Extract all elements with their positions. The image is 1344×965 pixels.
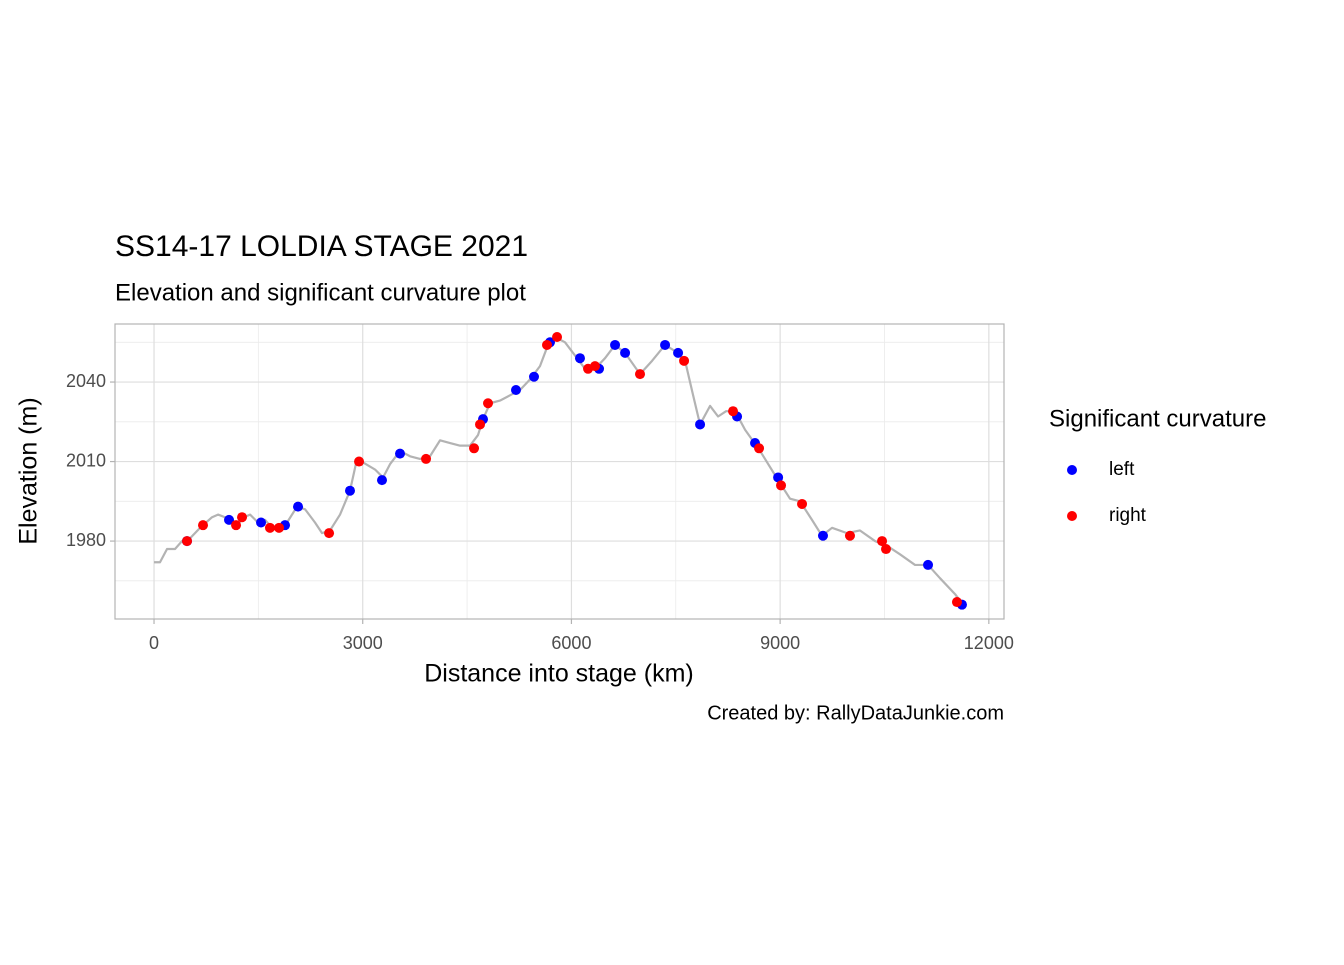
curvature-point bbox=[923, 559, 934, 570]
x-tick-label: 6000 bbox=[551, 633, 591, 653]
curvature-point bbox=[274, 522, 285, 533]
curvature-point bbox=[182, 536, 193, 547]
curvature-point bbox=[679, 355, 690, 366]
x-tick-label: 9000 bbox=[760, 633, 800, 653]
curvature-point bbox=[529, 371, 540, 382]
y-tick-label: 2010 bbox=[66, 450, 106, 470]
x-tick-label: 0 bbox=[149, 633, 159, 653]
curvature-point bbox=[231, 520, 242, 531]
curvature-point bbox=[695, 419, 706, 430]
curvature-point bbox=[877, 536, 888, 547]
panel-border bbox=[114, 323, 1005, 620]
curvature-point bbox=[344, 485, 355, 496]
curvature-point bbox=[728, 406, 739, 417]
curvature-point bbox=[673, 347, 684, 358]
curvature-point bbox=[754, 443, 765, 454]
curvature-point bbox=[797, 498, 808, 509]
legend-swatch bbox=[1067, 511, 1077, 521]
caption: Created by: RallyDataJunkie.com bbox=[707, 702, 1004, 724]
chart-subtitle: Elevation and significant curvature plot bbox=[115, 279, 526, 306]
curvature-point bbox=[552, 331, 563, 342]
curvature-point bbox=[324, 528, 335, 539]
curvature-point bbox=[483, 398, 494, 409]
curvature-point bbox=[660, 339, 671, 350]
curvature-point bbox=[635, 369, 646, 380]
x-axis-title: Distance into stage (km) bbox=[424, 660, 694, 688]
curvature-point bbox=[237, 512, 248, 523]
curvature-point bbox=[951, 597, 962, 608]
curvature-point bbox=[817, 530, 828, 541]
curvature-point bbox=[293, 501, 304, 512]
y-axis-title: Elevation (m) bbox=[15, 397, 43, 544]
curvature-point bbox=[574, 353, 585, 364]
legend-label: right bbox=[1109, 505, 1147, 526]
legend-label: left bbox=[1109, 459, 1135, 480]
curvature-point bbox=[620, 347, 631, 358]
x-tick-label: 12000 bbox=[964, 633, 1014, 653]
y-tick-label: 2040 bbox=[66, 371, 106, 391]
x-tick-label: 3000 bbox=[343, 633, 383, 653]
curvature-point bbox=[510, 384, 521, 395]
curvature-point bbox=[475, 419, 486, 430]
curvature-point bbox=[773, 472, 784, 483]
curvature-point bbox=[469, 443, 480, 454]
curvature-point bbox=[610, 339, 621, 350]
chart-title: SS14-17 LOLDIA STAGE 2021 bbox=[115, 230, 528, 263]
curvature-point bbox=[264, 522, 275, 533]
curvature-point bbox=[590, 361, 601, 372]
curvature-point bbox=[844, 530, 855, 541]
curvature-point bbox=[376, 475, 387, 486]
curvature-point bbox=[776, 480, 787, 491]
curvature-point bbox=[354, 456, 365, 467]
legend-swatch bbox=[1067, 465, 1077, 475]
curvature-point bbox=[881, 544, 892, 555]
curvature-point bbox=[542, 339, 553, 350]
curvature-point bbox=[198, 520, 209, 531]
curvature-point bbox=[421, 453, 432, 464]
curvature-point bbox=[224, 514, 235, 525]
legend-title: Significant curvature bbox=[1049, 405, 1266, 432]
curvature-point bbox=[256, 517, 267, 528]
y-tick-label: 1980 bbox=[66, 530, 106, 550]
curvature-point bbox=[395, 448, 406, 459]
